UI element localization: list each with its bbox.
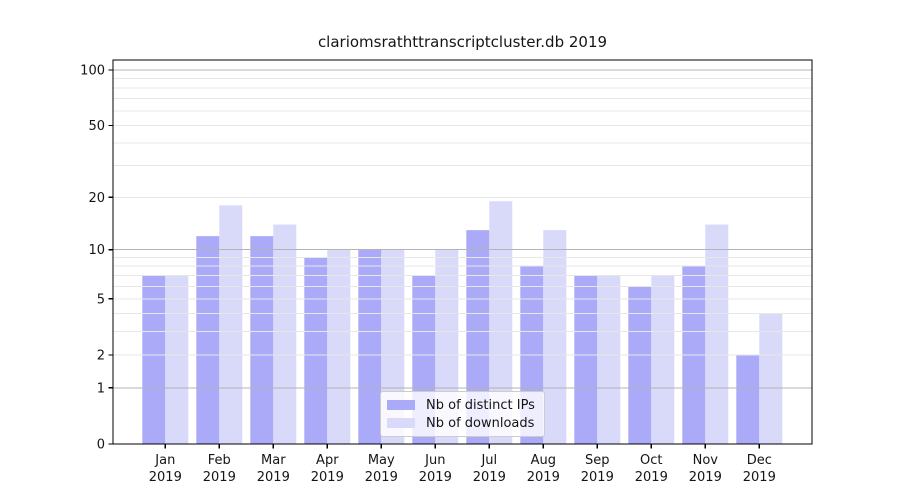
chart-title: clariomsrathttranscriptcluster.db 2019 — [317, 33, 608, 51]
bar-may-distinct-ips — [358, 249, 382, 444]
bar-jan-distinct-ips — [142, 275, 166, 444]
y-tick-label: 20 — [88, 191, 105, 206]
legend-item-downloads: Nb of downloads — [387, 414, 536, 432]
x-tick-label-year: 2019 — [581, 470, 614, 485]
x-tick-label-year: 2019 — [635, 470, 668, 485]
x-tick-label-year: 2019 — [149, 470, 182, 485]
y-tick-label: 5 — [97, 292, 105, 307]
y-tick-label: 2 — [97, 348, 105, 363]
x-tick-label-month: May — [368, 453, 395, 468]
x-tick-label-year: 2019 — [311, 470, 344, 485]
x-tick-label-month: Mar — [261, 453, 286, 468]
x-tick-label-month: Jun — [424, 453, 445, 468]
x-tick-label-month: Oct — [640, 453, 662, 468]
x-tick-label-month: Dec — [747, 453, 772, 468]
x-tick-label-month: Feb — [208, 453, 231, 468]
bar-jan-downloads — [165, 275, 189, 444]
x-tick-label-year: 2019 — [473, 470, 506, 485]
x-tick-label-month: Nov — [693, 453, 719, 468]
plot-frame — [112, 59, 813, 445]
x-tick-label-year: 2019 — [365, 470, 398, 485]
x-tick-label-month: Jan — [154, 453, 175, 468]
bar-dec-distinct-ips — [736, 354, 760, 444]
bar-feb-distinct-ips — [196, 236, 220, 444]
x-tick-label-month: Aug — [531, 453, 556, 468]
bar-sep-distinct-ips — [574, 275, 598, 444]
y-tick-label: 1 — [97, 381, 105, 396]
x-tick-label-year: 2019 — [527, 470, 560, 485]
bar-mar-distinct-ips — [250, 236, 274, 444]
x-tick-label-year: 2019 — [203, 470, 236, 485]
y-tick-label: 100 — [80, 64, 105, 79]
legend-item-distinct-ips: Nb of distinct IPs — [387, 396, 536, 414]
legend-swatch-distinct-ips — [387, 400, 415, 410]
bar-oct-distinct-ips — [628, 286, 652, 444]
y-tick-label: 0 — [97, 438, 105, 453]
bar-feb-downloads — [219, 205, 243, 444]
x-tick-label-year: 2019 — [257, 470, 290, 485]
x-tick-label-year: 2019 — [743, 470, 776, 485]
bar-apr-distinct-ips — [304, 257, 328, 444]
chart-legend: Nb of distinct IPs Nb of downloads — [380, 391, 545, 437]
bar-apr-downloads — [327, 249, 351, 444]
x-tick-label-year: 2019 — [689, 470, 722, 485]
bar-aug-downloads — [543, 230, 567, 444]
x-tick-label-month: Apr — [316, 453, 339, 468]
bar-nov-downloads — [705, 224, 729, 444]
bar-sep-downloads — [597, 275, 621, 444]
bar-jul-distinct-ips — [466, 230, 490, 444]
y-tick-label: 50 — [88, 119, 105, 134]
bar-dec-downloads — [759, 313, 783, 444]
x-tick-label-month: Jul — [480, 453, 497, 468]
legend-label-distinct-ips: Nb of distinct IPs — [426, 397, 535, 413]
bar-mar-downloads — [273, 224, 297, 444]
y-tick-label: 10 — [88, 243, 105, 258]
legend-swatch-downloads — [387, 418, 415, 428]
bar-jul-downloads — [489, 201, 513, 444]
x-tick-label-year: 2019 — [419, 470, 452, 485]
legend-label-downloads: Nb of downloads — [426, 415, 535, 431]
x-tick-label-month: Sep — [585, 453, 610, 468]
bar-oct-downloads — [651, 275, 675, 444]
